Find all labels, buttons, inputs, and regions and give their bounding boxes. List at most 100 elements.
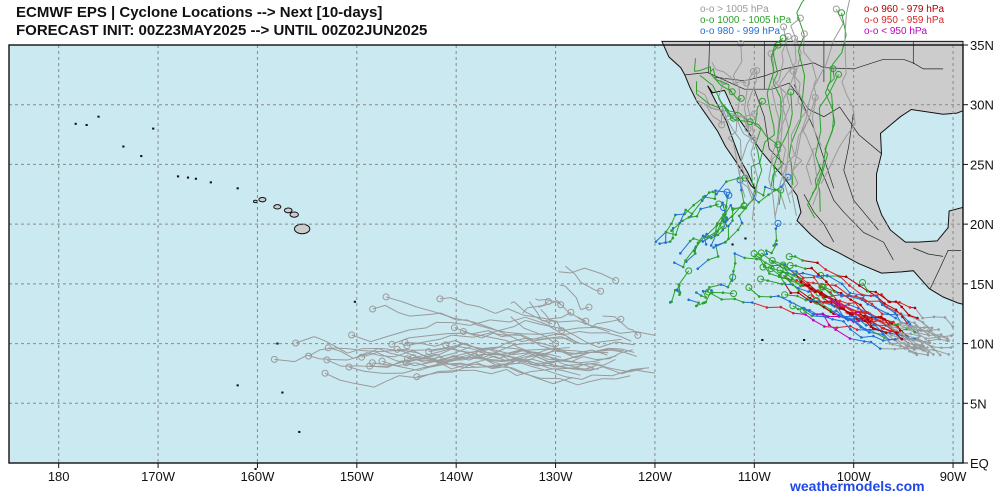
gray-track bbox=[509, 316, 526, 323]
gray-track bbox=[591, 349, 608, 356]
ep-track bbox=[870, 341, 881, 350]
ep-track-point bbox=[794, 272, 798, 276]
land-track bbox=[830, 64, 833, 73]
gray-track bbox=[531, 337, 551, 342]
coast-track-point bbox=[697, 301, 700, 304]
land-track bbox=[798, 130, 804, 136]
land-track bbox=[773, 126, 775, 135]
gray-track bbox=[409, 313, 431, 317]
gray-track-endpoint bbox=[358, 353, 366, 361]
land-track bbox=[780, 93, 787, 105]
coast-track-point bbox=[701, 240, 705, 243]
land-track bbox=[782, 108, 789, 128]
land-track bbox=[796, 1, 803, 14]
ep-track bbox=[931, 346, 941, 356]
land-track bbox=[789, 113, 793, 126]
ep-track bbox=[805, 314, 814, 321]
coast-track bbox=[697, 235, 704, 244]
gray-track bbox=[598, 341, 616, 348]
ep-track-endpoint bbox=[785, 253, 793, 261]
coast-track-point bbox=[762, 193, 765, 197]
gray-track bbox=[595, 355, 617, 362]
land-track bbox=[780, 87, 787, 94]
ep-track-point bbox=[884, 331, 888, 335]
land-track bbox=[788, 155, 792, 163]
baja-track bbox=[694, 69, 701, 72]
gray-track bbox=[563, 370, 581, 376]
land-track bbox=[732, 142, 738, 163]
land-track bbox=[770, 141, 778, 159]
ep-track-point bbox=[894, 316, 897, 320]
land-track bbox=[812, 189, 820, 206]
coast-track-point bbox=[712, 246, 715, 249]
gray-track bbox=[470, 348, 484, 353]
ep-track bbox=[886, 306, 902, 315]
land-track bbox=[829, 147, 840, 167]
gray-track bbox=[554, 349, 576, 352]
gray-track bbox=[608, 347, 622, 350]
land-track bbox=[832, 52, 843, 66]
land-track bbox=[791, 160, 803, 172]
land-track bbox=[797, 34, 805, 51]
gray-track bbox=[426, 333, 448, 337]
ep-track-point bbox=[801, 259, 804, 262]
coast-track-point bbox=[727, 224, 730, 228]
islet bbox=[761, 338, 764, 341]
ep-track-point bbox=[816, 275, 819, 278]
gray-track bbox=[426, 355, 438, 363]
land-track bbox=[739, 139, 742, 160]
ep-track bbox=[780, 306, 794, 314]
ep-track-point bbox=[893, 347, 896, 351]
coast-track-point bbox=[713, 197, 717, 201]
coast-track bbox=[756, 253, 768, 260]
land-track bbox=[769, 109, 775, 127]
ep-track-point bbox=[827, 323, 831, 327]
gray-track bbox=[454, 346, 472, 354]
gray-track bbox=[517, 346, 534, 354]
gray-track bbox=[521, 358, 534, 365]
coast-track bbox=[701, 192, 710, 202]
gray-track bbox=[511, 367, 524, 374]
land-track bbox=[797, 44, 802, 54]
land-track bbox=[832, 68, 835, 79]
gray-track bbox=[398, 312, 410, 317]
ep-track-point bbox=[940, 346, 943, 350]
gray-track bbox=[445, 344, 461, 352]
baja-track bbox=[699, 75, 714, 86]
ep-track bbox=[875, 307, 888, 315]
baja-track bbox=[695, 99, 707, 105]
ep-track-point bbox=[906, 344, 910, 348]
ep-track-point bbox=[908, 349, 911, 353]
ep-track bbox=[932, 346, 942, 349]
lon-tick-label: 110W bbox=[738, 469, 772, 484]
ep-track bbox=[822, 286, 833, 297]
gray-track bbox=[484, 358, 497, 367]
gray-track bbox=[510, 335, 523, 343]
coast-track-point bbox=[681, 265, 685, 269]
lat-tick-label: 15N bbox=[970, 277, 994, 292]
gray-track bbox=[521, 333, 539, 335]
gray-track bbox=[420, 338, 442, 344]
ep-track bbox=[895, 301, 903, 308]
ep-track-point bbox=[801, 276, 805, 280]
ep-track-point bbox=[801, 271, 805, 275]
ep-track-point bbox=[796, 307, 800, 311]
land-track bbox=[759, 162, 763, 171]
coast-track-point bbox=[733, 252, 737, 255]
gray-track bbox=[552, 376, 573, 385]
land-track bbox=[777, 118, 780, 135]
gray-track bbox=[631, 367, 650, 371]
gray-track bbox=[477, 363, 496, 369]
land-track bbox=[772, 52, 779, 74]
coast-track-point bbox=[742, 201, 746, 205]
ep-track-point bbox=[932, 315, 936, 319]
land-track bbox=[717, 97, 722, 103]
gray-track bbox=[421, 343, 436, 347]
gray-track bbox=[503, 354, 515, 359]
gray-track bbox=[620, 335, 632, 342]
gray-track-endpoint bbox=[409, 354, 417, 362]
ep-track bbox=[899, 301, 911, 308]
land-track-endpoint bbox=[780, 23, 788, 31]
gray-track bbox=[454, 340, 470, 347]
coast-track bbox=[665, 223, 672, 233]
